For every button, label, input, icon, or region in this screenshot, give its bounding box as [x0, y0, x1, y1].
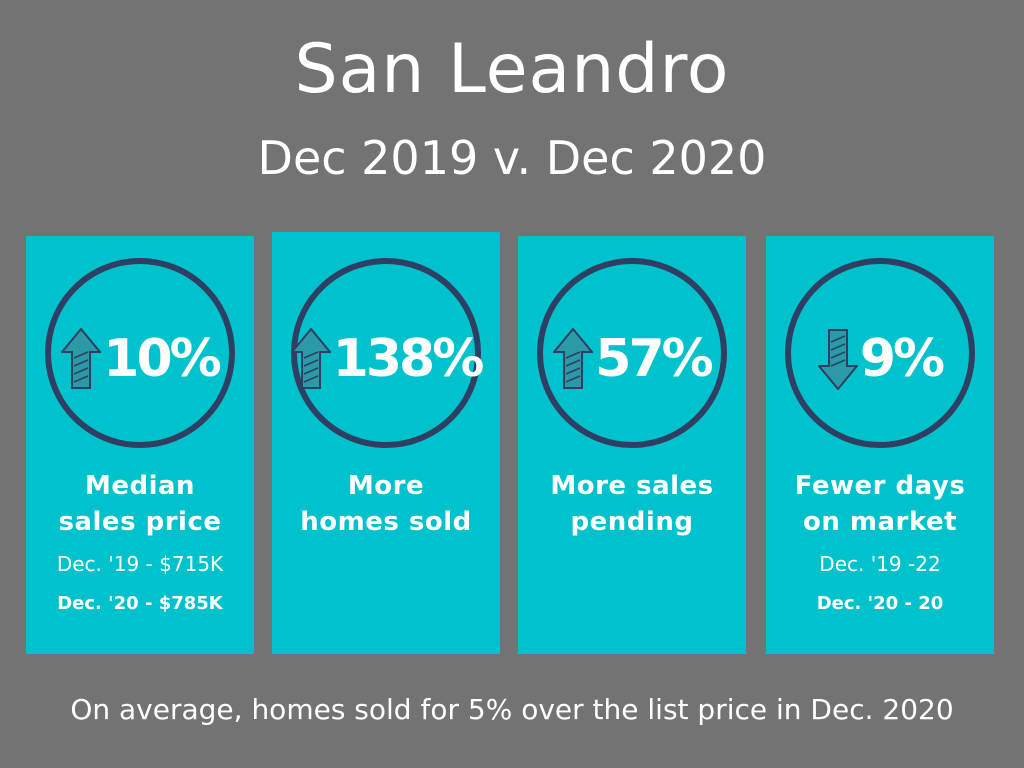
stat-value-row: 138% [272, 324, 500, 394]
stat-label-line2: sales price [58, 507, 222, 537]
stat-value-row: 9% [766, 324, 994, 394]
footer-note: On average, homes sold for 5% over the l… [70, 693, 954, 726]
stat-label-line1: Fewer days [794, 471, 966, 501]
stat-card-median-price: 10% Median sales price Dec. '19 - $715K … [26, 236, 254, 654]
stat-detail-2019: Dec. '19 - $715K [56, 552, 224, 576]
stat-value-row: 10% [26, 324, 254, 394]
stat-label: Fewer days on market [766, 468, 994, 540]
page-title: San Leandro [294, 30, 730, 109]
stat-label-line2: pending [570, 507, 694, 537]
stat-label-line2: homes sold [300, 507, 472, 537]
stat-card-homes-sold: 138% More homes sold [272, 232, 500, 654]
stat-circle [45, 258, 235, 448]
stat-value-row: 57% [518, 324, 746, 394]
stat-label-line1: Median [84, 471, 196, 501]
stat-detail-2019: Dec. '19 -22 [819, 552, 941, 576]
stat-label-line1: More [347, 471, 425, 501]
stat-label: More homes sold [272, 468, 500, 540]
arrow-up-icon [61, 328, 102, 389]
stat-detail-2020: Dec. '20 - $785K [57, 593, 223, 614]
stat-circle [537, 258, 727, 448]
stat-label-line1: More sales [550, 471, 714, 501]
stat-percent: 10% [103, 329, 221, 389]
arrow-up-icon [553, 328, 594, 389]
arrow-down-icon [817, 329, 858, 390]
page-subtitle: Dec 2019 v. Dec 2020 [257, 131, 767, 185]
stat-label-line2: on market [802, 507, 958, 537]
arrow-up-icon [290, 328, 331, 389]
stat-circle [785, 258, 975, 448]
stat-label: Median sales price [26, 468, 254, 540]
stat-card-sales-pending: 57% More sales pending [518, 236, 746, 654]
stat-label: More sales pending [518, 468, 746, 540]
stat-card-days-on-market: 9% Fewer days on market Dec. '19 -22 Dec… [766, 236, 994, 654]
stat-percent: 138% [332, 329, 485, 389]
stat-detail-2020: Dec. '20 - 20 [816, 593, 944, 614]
stat-percent: 9% [859, 329, 945, 389]
stat-percent: 57% [595, 329, 713, 389]
